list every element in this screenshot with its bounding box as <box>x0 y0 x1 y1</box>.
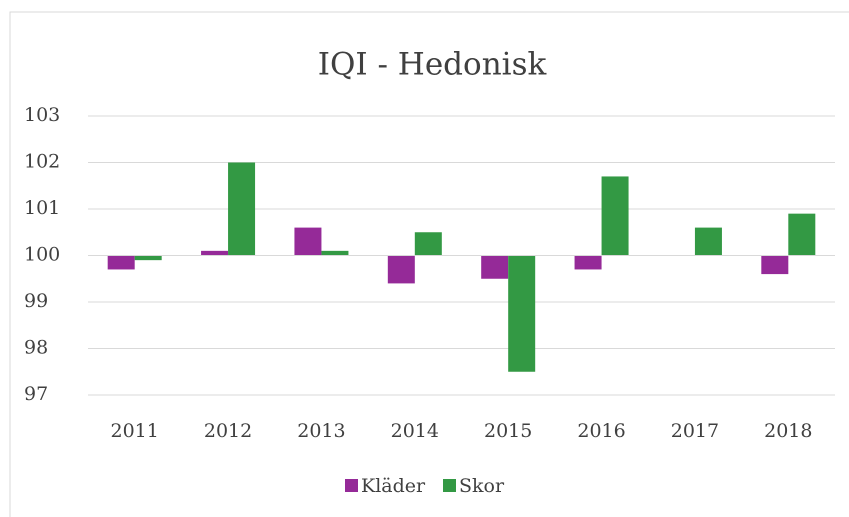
y-tick-label: 100 <box>24 244 60 266</box>
bar <box>321 250 349 256</box>
legend-swatch <box>345 479 358 492</box>
legend-swatch <box>443 479 456 492</box>
bar <box>694 227 722 256</box>
bar <box>387 255 415 284</box>
bar <box>294 227 322 256</box>
x-tick-label: 2014 <box>391 420 439 442</box>
x-tick-label: 2011 <box>111 420 159 442</box>
y-tick-label: 99 <box>24 290 48 312</box>
legend-label: Skor <box>459 475 505 497</box>
y-tick-label: 103 <box>24 104 60 126</box>
bar <box>201 250 229 256</box>
legend-label: Kläder <box>361 475 426 497</box>
bar <box>761 255 789 275</box>
chart-border <box>9 11 849 517</box>
y-tick-label: 101 <box>24 197 60 219</box>
bar <box>134 255 162 261</box>
y-tick-label: 98 <box>24 337 48 359</box>
chart-title: IQI - Hedonisk <box>318 47 547 83</box>
bar <box>574 255 602 270</box>
x-tick-label: 2018 <box>764 420 812 442</box>
x-tick-label: 2013 <box>297 420 345 442</box>
x-tick-label: 2012 <box>204 420 252 442</box>
bar <box>107 255 135 270</box>
y-tick-label: 102 <box>24 151 60 173</box>
bar <box>788 213 816 256</box>
x-tick-label: 2016 <box>577 420 625 442</box>
bar <box>481 255 509 279</box>
y-tick-label: 97 <box>24 383 48 405</box>
x-tick-label: 2017 <box>671 420 719 442</box>
bar <box>601 176 629 256</box>
bar <box>228 162 256 256</box>
x-tick-label: 2015 <box>484 420 532 442</box>
bar <box>414 232 442 256</box>
bar <box>508 255 536 372</box>
